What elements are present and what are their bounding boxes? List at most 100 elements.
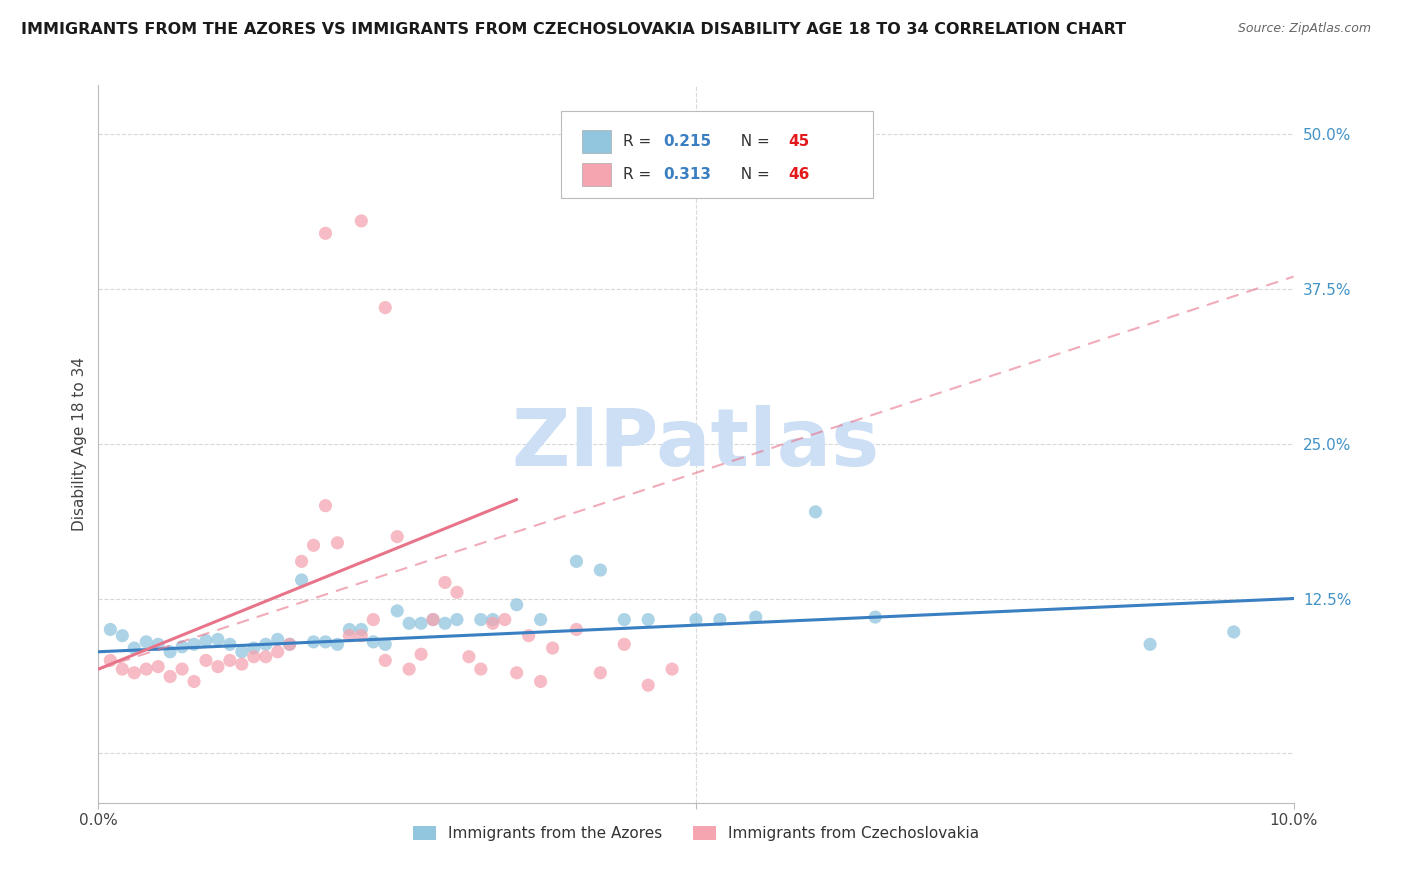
Point	[458, 649, 481, 664]
Point	[195, 653, 218, 667]
Point	[159, 645, 181, 659]
Point	[506, 665, 529, 680]
Point	[422, 613, 444, 627]
Point	[98, 653, 122, 667]
Legend: Immigrants from the Azores, Immigrants from Czechoslovakia: Immigrants from the Azores, Immigrants f…	[405, 819, 987, 849]
Point	[530, 674, 553, 689]
Point	[482, 613, 505, 627]
Point	[278, 637, 301, 651]
Point	[637, 613, 659, 627]
Point	[517, 629, 540, 643]
Point	[613, 637, 636, 651]
Point	[350, 623, 373, 637]
Point	[374, 301, 396, 315]
Point	[422, 613, 444, 627]
Point	[804, 505, 827, 519]
Point	[565, 623, 588, 637]
Point	[434, 616, 457, 631]
Point	[1139, 637, 1161, 651]
Point	[148, 659, 170, 673]
Point	[613, 613, 636, 627]
Point	[506, 598, 529, 612]
Point	[278, 637, 301, 651]
Point	[254, 649, 277, 664]
Point	[446, 613, 468, 627]
Point	[172, 640, 194, 654]
Point	[350, 214, 373, 228]
Point	[291, 573, 314, 587]
Point	[565, 554, 588, 568]
Point	[494, 613, 516, 627]
Point	[385, 604, 409, 618]
Point	[291, 554, 314, 568]
Point	[637, 678, 659, 692]
Point	[1223, 624, 1246, 639]
Text: R =: R =	[623, 167, 657, 182]
Point	[111, 629, 134, 643]
Point	[363, 613, 385, 627]
Point	[124, 665, 146, 680]
Point	[363, 635, 385, 649]
Text: 0.215: 0.215	[664, 134, 711, 149]
FancyBboxPatch shape	[582, 129, 612, 153]
Text: N =: N =	[731, 167, 775, 182]
Text: N =: N =	[731, 134, 775, 149]
Point	[482, 616, 505, 631]
Point	[135, 635, 157, 649]
Point	[111, 662, 134, 676]
Point	[219, 637, 242, 651]
Point	[374, 637, 396, 651]
Point	[398, 616, 420, 631]
Text: 46: 46	[787, 167, 810, 182]
Point	[124, 641, 146, 656]
Point	[398, 662, 420, 676]
Point	[183, 674, 205, 689]
Point	[302, 635, 325, 649]
Point	[530, 613, 553, 627]
Point	[589, 563, 612, 577]
Point	[326, 637, 349, 651]
Text: R =: R =	[623, 134, 657, 149]
Point	[183, 637, 205, 651]
Text: IMMIGRANTS FROM THE AZORES VS IMMIGRANTS FROM CZECHOSLOVAKIA DISABILITY AGE 18 T: IMMIGRANTS FROM THE AZORES VS IMMIGRANTS…	[21, 22, 1126, 37]
Point	[350, 629, 373, 643]
Point	[589, 665, 612, 680]
Point	[385, 530, 409, 544]
Point	[267, 632, 290, 647]
Point	[470, 613, 492, 627]
Point	[339, 623, 361, 637]
Point	[339, 629, 361, 643]
Text: 0.313: 0.313	[664, 167, 711, 182]
Point	[315, 227, 337, 241]
Point	[745, 610, 768, 624]
Point	[315, 499, 337, 513]
Point	[326, 536, 349, 550]
FancyBboxPatch shape	[561, 112, 873, 198]
Point	[434, 575, 457, 590]
Point	[470, 662, 492, 676]
Point	[411, 616, 433, 631]
Point	[195, 633, 218, 648]
Text: 45: 45	[787, 134, 810, 149]
Point	[315, 635, 337, 649]
Point	[865, 610, 887, 624]
Point	[243, 649, 266, 664]
Point	[207, 659, 229, 673]
Point	[207, 632, 229, 647]
Point	[231, 657, 253, 672]
Point	[135, 662, 157, 676]
Point	[159, 669, 181, 683]
Point	[98, 623, 122, 637]
Point	[446, 585, 468, 599]
Point	[374, 653, 396, 667]
Point	[267, 645, 290, 659]
Point	[243, 641, 266, 656]
Point	[541, 641, 564, 656]
Point	[148, 637, 170, 651]
Point	[219, 653, 242, 667]
Point	[661, 662, 683, 676]
Point	[172, 662, 194, 676]
Text: Source: ZipAtlas.com: Source: ZipAtlas.com	[1237, 22, 1371, 36]
Point	[411, 647, 433, 661]
Point	[254, 637, 277, 651]
